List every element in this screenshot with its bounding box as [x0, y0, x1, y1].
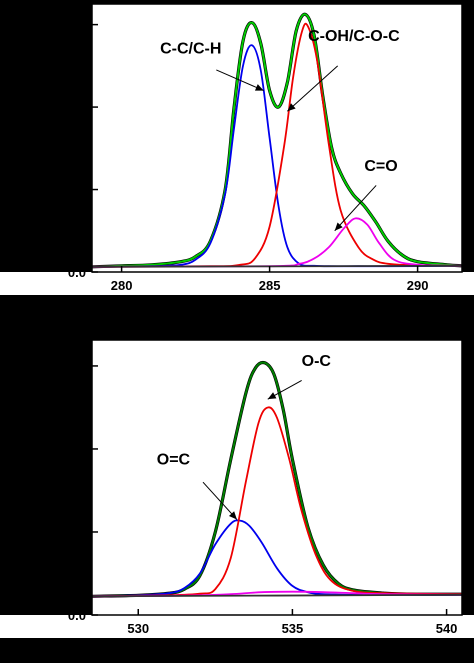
- c1s-annotation-label-1: C-OH/C-O-C: [308, 28, 400, 45]
- c1s-annotation-arrow-2: [334, 185, 377, 232]
- c1s-annotation-label-2: C=O: [364, 158, 397, 175]
- o1s-y-tick-label-3: 2.4x105: [41, 357, 86, 374]
- o1s-series-line-3: [91, 406, 463, 598]
- c1s-annotation-arrowhead-1: [287, 103, 296, 112]
- c1s-x-tick-label-2: 290: [407, 278, 429, 293]
- c1s-series-line-5: [91, 264, 463, 268]
- o1s-annotation-label-0: O-C: [302, 353, 332, 370]
- o1s-series-line-5: [91, 593, 463, 598]
- o1s-series-line-1: [91, 361, 463, 598]
- o1s-annotation-arrowhead-1: [228, 511, 237, 520]
- o1s-annotation-label-1: O=C: [157, 452, 191, 469]
- c1s-annotation-arrow-1: [287, 65, 339, 112]
- o1s-y-tick-label-1: 8.0x104: [41, 523, 86, 540]
- o1s-x-tick-strip: [0, 615, 474, 638]
- c1s-x-tick-label-0: 280: [111, 278, 133, 293]
- c1s-y-tick-label-2: 8.0x104: [41, 98, 86, 115]
- c1s-spectrum-panel: 0.0 4.0x104 8.0x104 1.2x105 280 285 290 C-C/C-…: [0, 3, 474, 295]
- c1s-annotation-arrowhead-0: [254, 84, 264, 91]
- c1s-series-line-3: [91, 22, 463, 268]
- c1s-x-tick-label-1: 285: [259, 278, 281, 293]
- o1s-x-tick-label-0: 530: [127, 621, 149, 636]
- o1s-series-line-2: [91, 519, 463, 598]
- c1s-series-line-1: [91, 13, 463, 268]
- c1s-axes-frame: [91, 3, 463, 273]
- o1s-y-tick-label-0: 0.0: [68, 608, 86, 623]
- o1s-annotation-arrow-1: [202, 481, 238, 520]
- c1s-annotation-label-0: C-C/C-H: [160, 40, 221, 57]
- o1s-x-tick-label-1: 535: [282, 621, 304, 636]
- o1s-axes-frame: [91, 339, 463, 616]
- c1s-plot-area: [92, 4, 462, 272]
- o1s-spectrum-panel: 0.0 8.0x104 1.6x105 2.4x105 530 535 540 O-C O=C: [0, 339, 474, 638]
- c1s-y-tick-label-1: 4.0x104: [41, 181, 86, 198]
- o1s-y-tick-label-2: 1.6x105: [41, 440, 86, 457]
- c1s-y-tick-label-0: 0.0: [68, 265, 86, 280]
- c1s-x-tick-strip: [0, 272, 474, 295]
- c1s-annotation-arrow-0: [216, 69, 264, 92]
- c1s-y-tick-label-3: 1.2x105: [41, 16, 86, 33]
- c1s-annotation-arrowhead-2: [334, 222, 343, 231]
- o1s-annotation-arrowhead-0: [267, 392, 277, 400]
- o1s-x-tick-label-2: 540: [436, 621, 458, 636]
